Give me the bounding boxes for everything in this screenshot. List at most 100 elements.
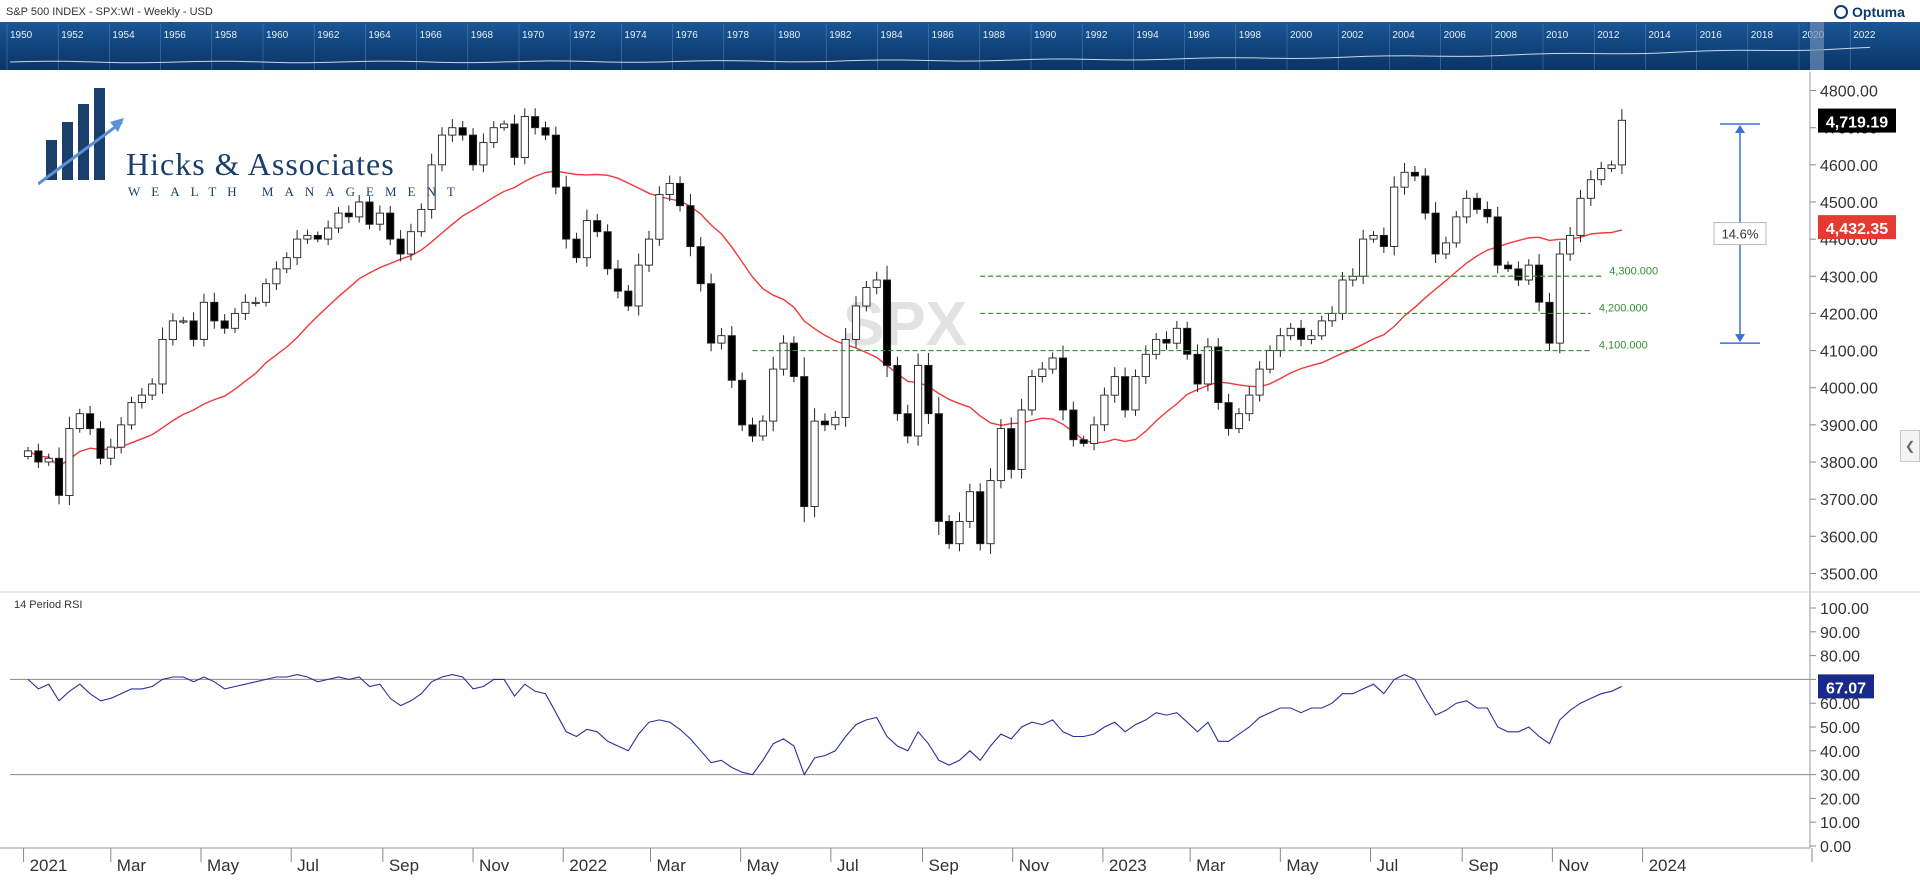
candle-down[interactable]	[572, 238, 581, 259]
candle-down[interactable]	[603, 231, 612, 270]
candle-up[interactable]	[1328, 312, 1337, 322]
candle-up[interactable]	[1586, 179, 1595, 199]
candle-down[interactable]	[1162, 338, 1171, 344]
candle-up[interactable]	[1276, 335, 1285, 352]
candle-down[interactable]	[1483, 208, 1492, 218]
candle-down[interactable]	[1193, 353, 1202, 385]
candle-down[interactable]	[820, 420, 829, 426]
candle-up[interactable]	[500, 123, 509, 129]
candle-down[interactable]	[510, 123, 519, 158]
candle-up[interactable]	[282, 257, 291, 270]
candle-down[interactable]	[789, 342, 798, 377]
candle-up[interactable]	[23, 450, 33, 457]
candle-down[interactable]	[976, 491, 985, 545]
overview-range-handle[interactable]	[1810, 22, 1824, 70]
overview-navigator[interactable]: S&P 500 INDEX - SPX:WI - Weekly - USD Opt…	[0, 0, 1920, 70]
candle-up[interactable]	[955, 520, 964, 545]
candle-up[interactable]	[1400, 171, 1409, 188]
rsi-line[interactable]	[27, 673, 1623, 776]
candle-up[interactable]	[1141, 353, 1150, 378]
candle-down[interactable]	[1410, 171, 1419, 177]
candle-down[interactable]	[893, 364, 902, 415]
candle-down[interactable]	[707, 283, 716, 344]
candle-down[interactable]	[738, 379, 747, 426]
candle-up[interactable]	[158, 338, 167, 385]
candle-down[interactable]	[562, 186, 571, 240]
candle-down[interactable]	[624, 290, 633, 307]
candle-down[interactable]	[1535, 264, 1544, 303]
candle-up[interactable]	[1338, 279, 1347, 314]
candle-down[interactable]	[541, 127, 550, 136]
candle-down[interactable]	[396, 238, 405, 255]
candle-up[interactable]	[1245, 394, 1254, 415]
candle-up[interactable]	[427, 164, 436, 210]
rsi-panel[interactable]: 14 Period RSI 0.00 10.00 20.00 30.00 40.00 50.…	[10, 599, 1874, 856]
candle-up[interactable]	[137, 394, 146, 403]
candle-up[interactable]	[1524, 264, 1533, 281]
candle-up[interactable]	[1317, 320, 1326, 337]
candle-down[interactable]	[800, 376, 809, 508]
candle-down[interactable]	[1079, 439, 1088, 444]
candle-up[interactable]	[241, 301, 250, 314]
candle-up[interactable]	[1090, 424, 1099, 444]
candle-up[interactable]	[148, 383, 157, 396]
candle-up[interactable]	[1048, 357, 1057, 370]
candle-up[interactable]	[251, 301, 260, 304]
candle-up[interactable]	[448, 127, 457, 136]
candle-down[interactable]	[365, 201, 374, 225]
candle-up[interactable]	[75, 413, 84, 430]
candle-up[interactable]	[334, 212, 343, 229]
candle-up[interactable]	[634, 264, 643, 307]
candle-up[interactable]	[1462, 197, 1471, 218]
candle-down[interactable]	[686, 205, 695, 248]
candle-up[interactable]	[417, 208, 426, 233]
candle-up[interactable]	[1255, 368, 1264, 396]
candle-down[interactable]	[1504, 264, 1513, 270]
candle-up[interactable]	[272, 268, 281, 285]
candle-up[interactable]	[65, 428, 74, 496]
candle-up[interactable]	[810, 420, 819, 507]
candle-up[interactable]	[375, 212, 384, 225]
candle-down[interactable]	[189, 320, 198, 340]
candle-down[interactable]	[1379, 234, 1388, 247]
candle-down[interactable]	[748, 424, 757, 437]
candle-up[interactable]	[293, 238, 302, 259]
candle-up[interactable]	[1369, 234, 1378, 240]
panel-expand-button[interactable]: ❮	[1900, 430, 1920, 462]
candle-down[interactable]	[1472, 197, 1482, 210]
candle-down[interactable]	[1121, 376, 1130, 411]
candle-down[interactable]	[1058, 357, 1068, 411]
candle-up[interactable]	[996, 428, 1005, 482]
candle-down[interactable]	[313, 234, 322, 240]
candle-down[interactable]	[54, 457, 64, 496]
candle-up[interactable]	[406, 231, 415, 255]
candle-up[interactable]	[1555, 253, 1564, 344]
candle-down[interactable]	[675, 182, 685, 207]
candle-down[interactable]	[613, 268, 622, 292]
candle-up[interactable]	[179, 320, 188, 323]
candle-up[interactable]	[489, 127, 498, 144]
candle-up[interactable]	[1038, 368, 1047, 377]
candle-down[interactable]	[945, 520, 954, 545]
candle-up[interactable]	[355, 201, 364, 218]
candle-up[interactable]	[1286, 327, 1295, 337]
candle-up[interactable]	[1576, 197, 1585, 236]
candle-up[interactable]	[437, 134, 447, 166]
candle-up[interactable]	[1617, 119, 1626, 166]
candle-up[interactable]	[303, 234, 312, 240]
candle-down[interactable]	[210, 301, 219, 322]
candle-down[interactable]	[1224, 402, 1233, 430]
candle-up[interactable]	[1390, 186, 1399, 247]
candle-down[interactable]	[468, 134, 478, 166]
candle-down[interactable]	[1421, 175, 1430, 214]
candle-down[interactable]	[1297, 327, 1306, 340]
candle-up[interactable]	[1307, 335, 1316, 340]
candle-up[interactable]	[779, 342, 788, 370]
candle-up[interactable]	[117, 424, 126, 448]
price-panel[interactable]: SPX 3500.00 3600.00 3700.00 3800.00 3900.00 40…	[0, 72, 1920, 848]
candle-down[interactable]	[458, 127, 467, 136]
candle-up[interactable]	[1203, 346, 1212, 385]
candle-up[interactable]	[1027, 376, 1036, 411]
candle-up[interactable]	[851, 305, 861, 340]
candle-up[interactable]	[1452, 216, 1461, 244]
